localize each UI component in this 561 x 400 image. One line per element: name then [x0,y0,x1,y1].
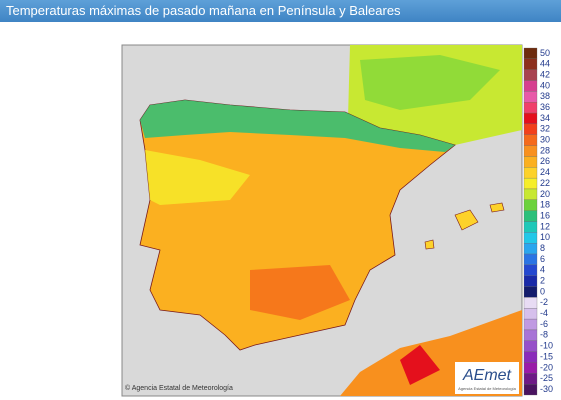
legend-swatch [523,340,538,352]
legend-label: -8 [540,330,548,340]
header-title: Temperaturas máximas de pasado mañana en… [0,0,561,22]
legend-swatch [523,351,538,363]
legend-swatch [523,275,538,287]
legend-label: 4 [540,265,545,275]
legend-label: -25 [540,373,553,383]
legend-label: 6 [540,254,545,264]
mallorca [454,209,479,231]
legend-swatch [523,373,538,385]
legend-swatch [523,102,538,114]
logo-box [455,362,519,394]
legend-swatch [523,91,538,103]
logo-subtitle: Agencia Estatal de Meteorología [458,386,517,391]
legend-label: 50 [540,48,550,58]
legend-label: 30 [540,135,550,145]
legend-swatch [523,80,538,92]
legend-swatch [523,47,538,59]
legend-label: -4 [540,308,548,318]
legend-swatch [523,112,538,125]
legend-swatch [523,145,538,157]
legend-label: 16 [540,210,550,220]
legend-swatch [523,384,538,396]
south-orange [250,265,350,320]
legend-swatch [523,286,538,298]
legend-swatch [523,123,538,135]
legend-swatch [523,199,538,211]
legend-swatch [523,253,538,266]
legend-swatch [523,177,538,190]
legend-label: -10 [540,341,553,351]
legend-label: 8 [540,243,545,253]
legend-label: -30 [540,384,553,394]
legend-swatch [523,264,538,276]
legend-swatch [523,167,538,179]
legend-swatch [523,308,538,320]
legend-label: 22 [540,178,550,188]
legend-label: 42 [540,69,550,79]
legend-swatch [523,58,538,70]
legend-swatch [523,329,538,341]
legend-label: 2 [540,276,545,286]
legend-swatch [523,221,538,233]
legend-label: 12 [540,221,550,231]
legend-swatch [523,156,538,168]
ibiza [424,239,435,250]
west-yellow [145,150,250,205]
legend-label: 26 [540,156,550,166]
legend-label: -20 [540,362,553,372]
legend-label: 18 [540,200,550,210]
legend-swatch [523,362,538,374]
legend-swatch [523,318,538,331]
north-green [140,100,455,152]
legend-swatch [523,297,538,309]
legend-label: 32 [540,124,550,134]
legend-swatch [523,243,538,255]
legend-label: 24 [540,167,550,177]
legend-label: -15 [540,351,553,361]
legend-label: 34 [540,113,550,123]
legend-label: 20 [540,189,550,199]
africa-hot [400,345,440,385]
legend-swatch [523,134,538,146]
legend-label: 10 [540,232,550,242]
copyright: © Agencia Estatal de Meteorología [125,384,233,392]
legend-label: 0 [540,286,545,296]
legend-swatch [523,232,538,244]
legend-label: -6 [540,319,548,329]
legend-label: 38 [540,91,550,101]
france-green [360,55,500,110]
legend-label: 36 [540,102,550,112]
menorca [489,202,505,213]
legend-swatch [523,69,538,81]
legend-label: 40 [540,80,550,90]
legend-swatch [523,188,538,200]
logo: AEmet [462,367,512,384]
legend-label: 44 [540,59,550,69]
legend-label: 28 [540,145,550,155]
legend-label: -2 [540,297,548,307]
legend-swatch [523,210,538,222]
